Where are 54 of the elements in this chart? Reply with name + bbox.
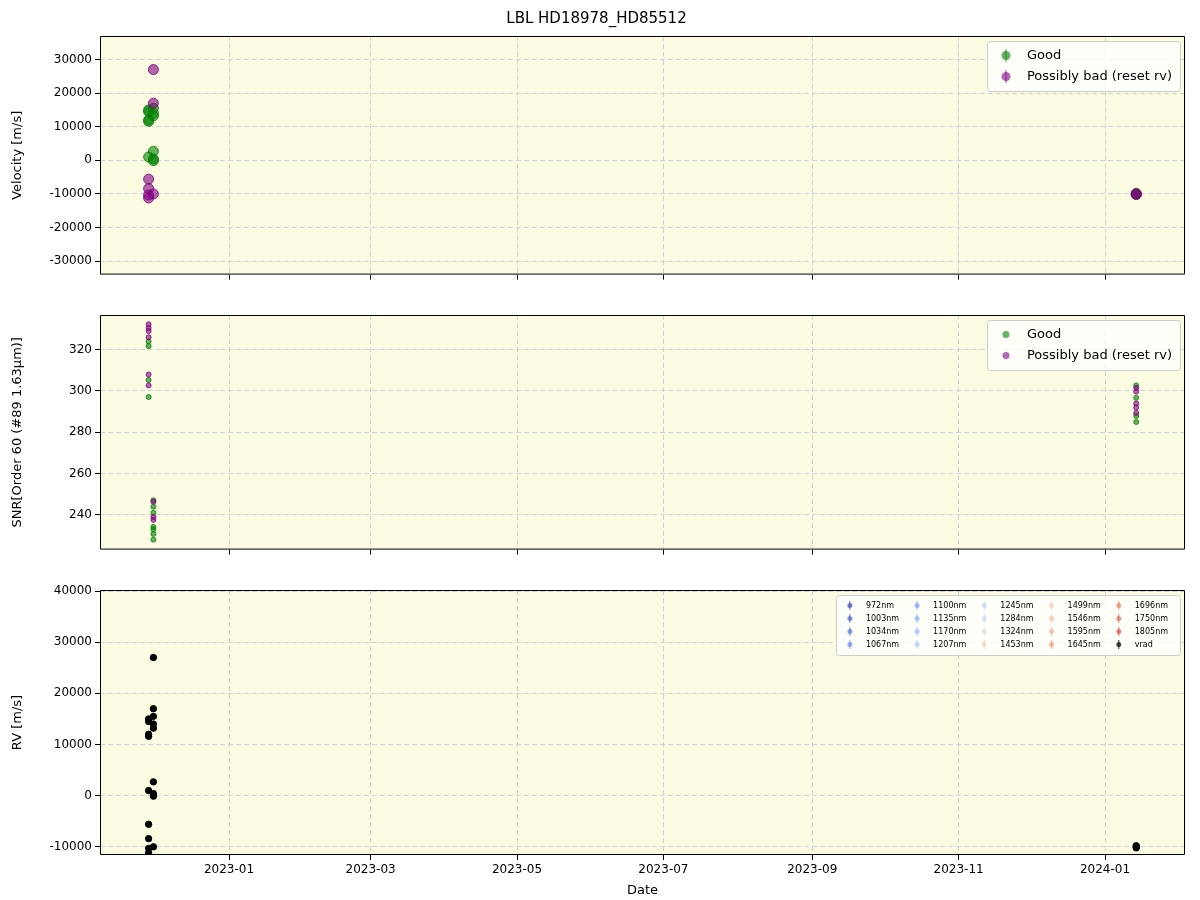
legend-label: 1453nm <box>1000 639 1034 649</box>
legend-label: Possibly bad (reset rv) <box>1026 67 1173 83</box>
legend-label: 1750nm <box>1134 613 1169 623</box>
x-tick-label: 2023-01 <box>203 862 255 877</box>
legend-label: 1595nm <box>1067 626 1101 636</box>
legend-label: 1034nm <box>865 626 900 636</box>
x-tick-label: 2023-09 <box>787 862 838 877</box>
legend-label: Good <box>1026 46 1062 62</box>
y-tick-label: 280 <box>69 424 92 439</box>
x-axis-title: Date <box>626 881 659 897</box>
legend-label: 1284nm <box>1000 613 1034 623</box>
y-tick-label: 20000 <box>53 685 92 700</box>
y-tick-label: 260 <box>69 465 92 480</box>
legend-label: 1170nm <box>933 626 967 636</box>
legend-label: 1207nm <box>933 639 967 649</box>
y-tick-label: 320 <box>69 341 92 356</box>
x-tick-label: 2024-01 <box>1079 862 1131 877</box>
y-axis-title: RV [m/s] <box>9 694 25 751</box>
legend-label: 1067nm <box>865 639 900 649</box>
legend-label: 1245nm <box>1000 600 1034 610</box>
x-tick-label: 2023-05 <box>491 862 543 877</box>
y-tick-label: 40000 <box>53 583 92 598</box>
y-tick-label: -10000 <box>49 838 92 853</box>
x-tick-label: 2023-07 <box>638 862 689 877</box>
chart-title: LBL HD18978_HD85512 <box>506 8 687 28</box>
legend-label: 972nm <box>865 600 895 610</box>
y-tick-label: 0 <box>84 787 92 802</box>
y-tick-label: -10000 <box>49 186 92 201</box>
legend-label: 1696nm <box>1134 600 1169 610</box>
legend-label: Possibly bad (reset rv) <box>1026 346 1173 362</box>
y-tick-label: 20000 <box>53 85 92 100</box>
y-tick-label: 300 <box>69 383 92 398</box>
y-tick-label: 10000 <box>53 736 92 751</box>
y-tick-label: 30000 <box>53 634 92 649</box>
y-tick-label: 240 <box>69 507 92 522</box>
legend-label: 1546nm <box>1067 613 1101 623</box>
legend-label: 1645nm <box>1067 639 1101 649</box>
x-tick-label: 2023-11 <box>933 862 984 877</box>
y-axis-title: SNR[Order 60 (#89 1.63μm)] <box>9 337 25 528</box>
y-tick-label: -20000 <box>49 219 92 234</box>
legend-label: 1499nm <box>1067 600 1101 610</box>
legend-label: 1003nm <box>865 613 900 623</box>
y-tick-label: 30000 <box>53 51 92 66</box>
y-tick-label: 10000 <box>53 118 92 133</box>
legend-label: vrad <box>1134 639 1153 649</box>
y-tick-label: -30000 <box>49 253 92 268</box>
legend-label: Good <box>1026 325 1062 341</box>
legend-label: 1135nm <box>933 613 967 623</box>
y-axis-title: Velocity [m/s] <box>9 110 25 200</box>
legend-label: 1805nm <box>1134 626 1169 636</box>
x-tick-label: 2023-03 <box>345 862 396 877</box>
y-tick-label: 0 <box>84 152 92 167</box>
legend-label: 1100nm <box>933 600 967 610</box>
legend-label: 1324nm <box>1000 626 1034 636</box>
